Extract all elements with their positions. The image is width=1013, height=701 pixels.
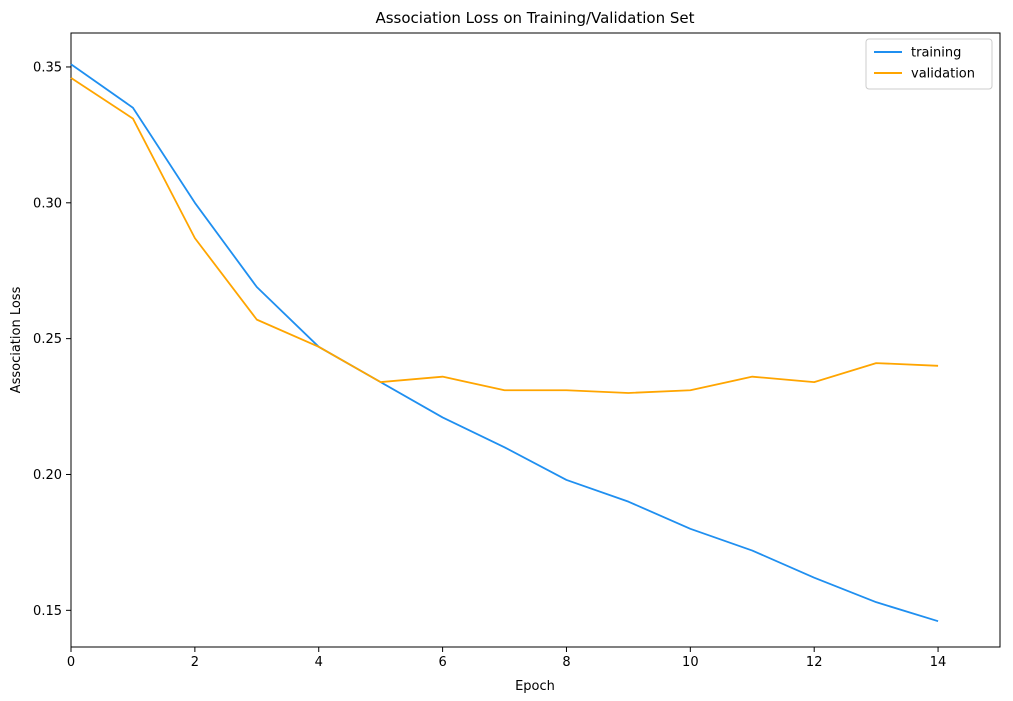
y-axis: 0.15 0.20 0.25 0.30 0.35 [33, 60, 71, 619]
x-tick-label: 12 [806, 655, 823, 670]
y-axis-label: Association Loss [9, 286, 24, 393]
y-tick-label: 0.15 [33, 604, 62, 619]
legend-label-validation: validation [911, 67, 975, 82]
series-line-training [70, 63, 939, 623]
legend-label-training: training [911, 46, 961, 61]
y-tick-label: 0.35 [33, 60, 62, 75]
x-axis-label: Epoch [515, 679, 555, 694]
x-tick-label: 14 [930, 655, 947, 670]
series-line-validation [70, 77, 939, 394]
series-layer [70, 63, 939, 623]
x-tick-label: 0 [67, 655, 75, 670]
plot-frame [70, 32, 1001, 648]
y-tick-label: 0.20 [33, 468, 62, 483]
plot-area [70, 32, 1001, 648]
x-axis: 0 2 4 6 8 10 12 14 [67, 647, 946, 670]
x-tick-label: 8 [562, 655, 570, 670]
x-tick-label: 4 [315, 655, 323, 670]
x-tick-label: 6 [438, 655, 446, 670]
legend: training validation [865, 38, 993, 90]
x-tick-label: 10 [682, 655, 699, 670]
x-tick-label: 2 [191, 655, 199, 670]
y-tick-label: 0.30 [33, 196, 62, 211]
y-tick-label: 0.25 [33, 332, 62, 347]
chart-title: Association Loss on Training/Validation … [375, 9, 694, 27]
